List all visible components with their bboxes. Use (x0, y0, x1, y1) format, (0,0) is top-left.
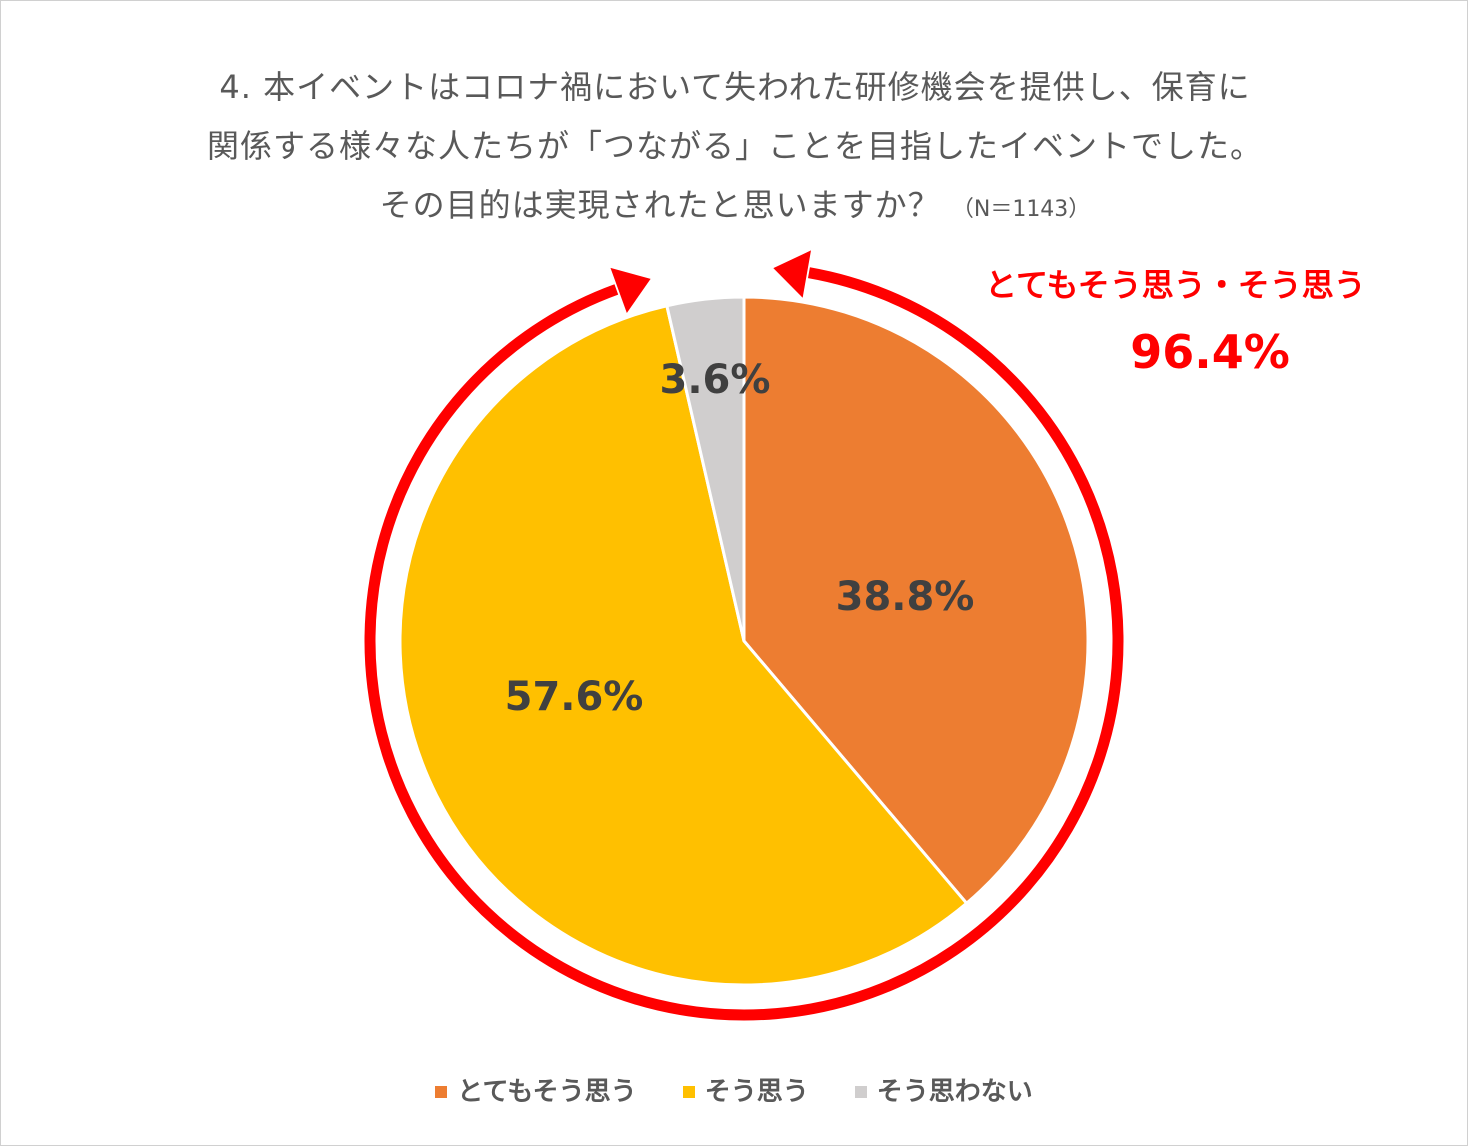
legend-label-disagree: そう思わない (876, 1077, 1033, 1107)
pie-slices (398, 295, 1090, 987)
callout-arrowhead-right (773, 250, 811, 298)
legend-item-very-agree: とてもそう思う (435, 1070, 637, 1114)
title-line-2: 関係する様々な人たちが「つながる」ことを目指したイベントでした。 (206, 127, 1263, 165)
legend-swatch-very-agree (435, 1086, 448, 1098)
data-label-disagree: 3.6% (660, 357, 771, 403)
legend-label-agree: そう思う (704, 1077, 809, 1107)
callout-arrow (364, 250, 1124, 1021)
data-label-agree: 57.6% (505, 674, 644, 720)
title-line-3-text: その目的は実現されたと思いますか？ (379, 186, 941, 224)
callout-value: 96.4% (1130, 325, 1290, 379)
title-line-3: その目的は実現されたと思いますか？ （N＝1143） (150, 176, 1320, 239)
legend-item-disagree: そう思わない (854, 1070, 1033, 1114)
sample-size-label: （N＝1143） (951, 197, 1091, 222)
chart-title: 4. 本イベントはコロナ禍において失われた研修機会を提供し、保育に 関係する様々… (150, 58, 1320, 239)
pie-slice-very-agree (742, 295, 1090, 905)
pie-data-labels: 38.8% 57.6% 3.6% (505, 357, 975, 720)
legend-swatch-disagree (854, 1086, 867, 1098)
data-label-very-agree: 38.8% (836, 574, 975, 620)
legend-item-agree: そう思う (682, 1070, 809, 1114)
legend-label-very-agree: とてもそう思う (457, 1077, 637, 1107)
pie-slice-disagree (665, 295, 746, 643)
callout-arrowhead-left (610, 267, 651, 314)
callout-label: とてもそう思う・そう思う (985, 266, 1366, 304)
callout-arc (364, 267, 1124, 1021)
legend-swatch-agree (682, 1086, 695, 1098)
pie-slice-agree (398, 304, 969, 987)
title-line-1: 4. 本イベントはコロナ禍において失われた研修機会を提供し、保育に (219, 68, 1251, 106)
legend: とてもそう思う そう思う そう思わない (0, 1070, 1468, 1114)
